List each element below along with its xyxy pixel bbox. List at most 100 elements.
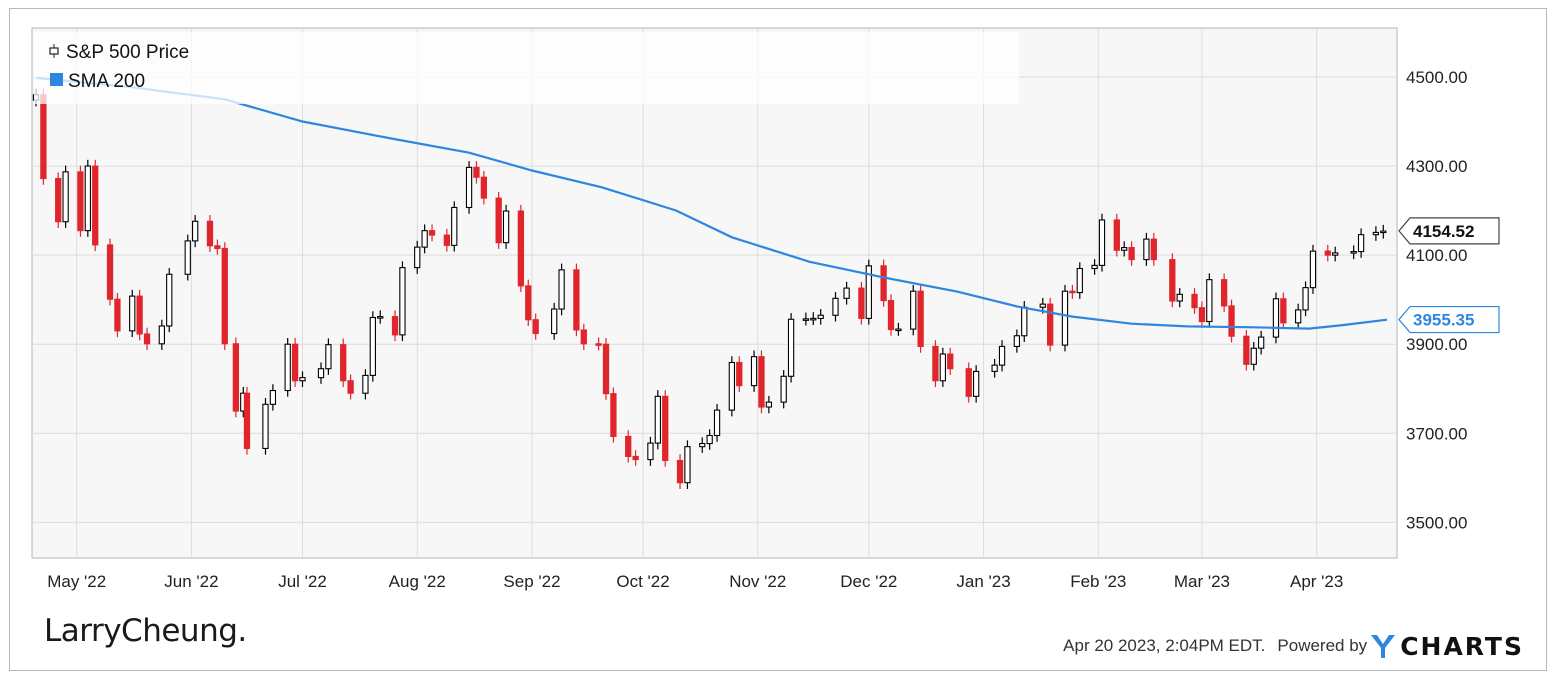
candle-body [62,171,69,223]
candle-body [917,290,924,347]
candle-body [1220,279,1228,307]
candle-body [325,344,332,370]
candle-body [428,230,436,236]
brand-logo[interactable]: LarryCheung. [44,613,247,649]
candle-body [765,401,773,408]
powered-by-text: Powered by [1277,636,1368,655]
candle-body [1176,293,1183,302]
candle-body [595,343,602,346]
candle-body [632,455,639,461]
x-tick-label: Apr '23 [1290,572,1343,591]
sma-200-tag [1398,305,1500,334]
candle-body [810,317,817,321]
ycharts-logo-text[interactable]: CHARTS [1400,631,1524,661]
candle-body [1295,309,1302,324]
candle-body [865,265,872,319]
chart-footer: Apr 20 2023, 2:04PM EDT. Powered by CHAR… [1063,630,1524,662]
legend-label-sma[interactable]: SMA 200 [68,71,145,92]
candle-body [347,380,354,394]
candle-body [610,393,617,437]
candle-body [573,269,580,331]
legend-label-price[interactable]: S&P 500 Price [66,42,189,63]
candle-body [662,395,669,462]
candle-body [1191,293,1198,309]
candle-body [551,308,558,335]
ycharts-y-icon[interactable] [1370,633,1396,659]
candle-body [232,343,240,412]
candle-body [299,377,306,382]
candle-body [243,392,251,449]
candle-body [1250,347,1257,365]
candle-body [451,206,458,246]
candle-body [602,343,610,395]
candle-body [1128,247,1135,261]
candle-body [92,165,99,246]
candle-body [1357,234,1365,253]
candle-body [972,370,980,397]
x-tick-label: Oct '22 [616,572,669,591]
candle-body [750,356,758,387]
candle-body [676,459,684,484]
x-tick-label: Jul '22 [278,572,327,591]
candle-body [284,343,291,392]
candle-body [580,329,587,345]
candle-body [391,316,399,336]
candle-body [206,220,214,247]
candle-body [473,166,480,178]
candle-body [480,176,488,199]
candle-body [399,267,406,336]
candle-body [684,446,691,484]
candle-body [736,361,743,387]
x-tick-label: Jan '23 [956,572,1010,591]
candle-body [414,246,421,269]
candle-body [939,353,946,382]
candle-body [1280,298,1287,324]
candle-body [1206,279,1213,323]
candle-body [166,273,173,327]
candle-body [214,245,221,250]
candle-body [129,295,136,332]
candle-body [1372,231,1380,236]
candle-body [114,298,121,332]
candle-body [843,287,850,299]
candle-body [887,300,895,331]
y-tick-label: 3500.00 [1406,513,1467,532]
candle-body [136,295,143,335]
candle-body [1324,250,1331,256]
candle-body [502,210,510,244]
candle-body [221,247,228,345]
candle-body [1039,303,1046,308]
candle-body [192,220,199,242]
candle-body [817,314,824,319]
candle-body [647,442,654,461]
candle-body [713,409,721,437]
candle-body [880,265,887,302]
candle-body [1143,238,1150,261]
candle-body [1047,303,1054,346]
candle-body [362,374,369,394]
candle-body [1013,335,1021,347]
candle-body [369,316,376,376]
candle-body [802,318,810,321]
y-tick-label: 4300.00 [1406,157,1467,176]
candle-body [991,364,998,372]
candle-body [377,316,384,319]
candle-body [706,434,713,445]
x-tick-label: Feb '23 [1070,572,1126,591]
candle-body [947,353,954,370]
y-tick-label: 3900.00 [1406,335,1467,354]
candle-body [832,297,839,316]
candle-body [340,344,347,382]
x-tick-label: Dec '22 [840,572,897,591]
last-price-tag [1398,217,1500,245]
candle-body [443,234,451,246]
y-tick-label: 3700.00 [1406,424,1467,443]
y-tick-label: 4500.00 [1406,68,1467,87]
candle-body [1243,335,1250,365]
candle-body [699,442,706,448]
candle-body [143,333,151,345]
candle-body [1113,219,1120,251]
candle-body [269,389,277,405]
candle-body [1069,290,1076,294]
